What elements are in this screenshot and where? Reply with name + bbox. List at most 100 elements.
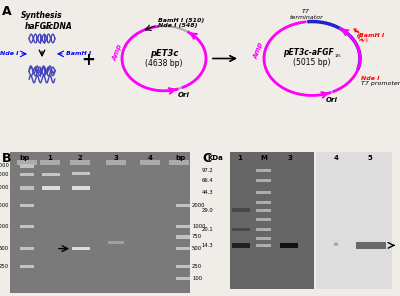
Text: T7
terminator: T7 terminator (289, 9, 323, 20)
FancyBboxPatch shape (256, 169, 271, 172)
Text: 250: 250 (0, 264, 9, 269)
Text: 500: 500 (0, 246, 9, 251)
Text: Nde I: Nde I (361, 76, 379, 81)
Text: 3: 3 (288, 155, 292, 161)
Text: Ori: Ori (326, 97, 338, 103)
Text: 10000: 10000 (0, 163, 9, 168)
Text: Synthesis: Synthesis (21, 11, 63, 20)
FancyBboxPatch shape (10, 152, 190, 293)
FancyBboxPatch shape (42, 173, 60, 176)
Text: 4: 4 (148, 155, 152, 161)
Text: C: C (202, 152, 211, 165)
FancyBboxPatch shape (230, 152, 314, 289)
Text: ₁₃₅: ₁₃₅ (362, 36, 369, 43)
Text: (5015 bp): (5015 bp) (293, 58, 331, 67)
Circle shape (334, 243, 338, 245)
Text: A: A (2, 5, 12, 18)
FancyBboxPatch shape (232, 244, 250, 247)
FancyBboxPatch shape (20, 173, 34, 176)
Text: BamH I (510): BamH I (510) (158, 17, 204, 22)
Text: 1: 1 (238, 155, 242, 161)
Text: 97.2: 97.2 (201, 168, 213, 173)
Text: T7 promoter: T7 promoter (361, 81, 400, 86)
FancyBboxPatch shape (176, 235, 190, 239)
FancyBboxPatch shape (20, 265, 34, 268)
Text: 1000: 1000 (0, 224, 9, 229)
FancyBboxPatch shape (256, 237, 271, 240)
Text: Nde I (548): Nde I (548) (158, 22, 198, 28)
Text: 2000: 2000 (0, 203, 9, 208)
FancyBboxPatch shape (256, 179, 271, 182)
Text: Ori: Ori (178, 92, 190, 98)
Text: 5: 5 (368, 155, 372, 161)
Text: +: + (81, 51, 95, 69)
Text: KDa: KDa (207, 155, 223, 161)
Text: 2: 2 (78, 155, 82, 161)
Text: bp: bp (19, 155, 29, 161)
FancyBboxPatch shape (176, 277, 190, 280)
FancyBboxPatch shape (106, 160, 126, 165)
FancyBboxPatch shape (176, 225, 190, 228)
Text: 4: 4 (334, 155, 338, 161)
Text: B: B (2, 152, 12, 165)
FancyBboxPatch shape (256, 191, 271, 194)
Text: pET3c: pET3c (150, 49, 178, 58)
FancyBboxPatch shape (72, 247, 90, 250)
FancyBboxPatch shape (169, 160, 189, 165)
FancyBboxPatch shape (356, 242, 386, 249)
FancyBboxPatch shape (20, 186, 34, 190)
Text: Amp: Amp (252, 41, 264, 60)
FancyBboxPatch shape (176, 204, 190, 207)
Text: aFGF: aFGF (351, 26, 364, 44)
Text: Amp: Amp (111, 43, 123, 62)
FancyBboxPatch shape (232, 243, 250, 248)
FancyBboxPatch shape (176, 247, 190, 250)
Text: 1000: 1000 (192, 224, 206, 229)
Text: 29.0: 29.0 (201, 208, 213, 213)
FancyBboxPatch shape (108, 241, 124, 244)
Text: 250: 250 (192, 264, 202, 269)
Text: 1: 1 (48, 155, 52, 161)
Text: 750: 750 (192, 234, 202, 239)
Text: BamH I: BamH I (66, 52, 91, 56)
FancyBboxPatch shape (176, 265, 190, 268)
Text: pET3c-aFGF: pET3c-aFGF (283, 48, 333, 57)
FancyBboxPatch shape (42, 186, 60, 190)
Text: 44.3: 44.3 (201, 190, 213, 195)
FancyBboxPatch shape (40, 160, 60, 165)
FancyBboxPatch shape (20, 247, 34, 250)
Text: cDNA: cDNA (46, 22, 72, 30)
FancyBboxPatch shape (72, 186, 90, 190)
Text: 4000: 4000 (0, 186, 9, 190)
Text: 100: 100 (192, 276, 202, 281)
FancyBboxPatch shape (256, 218, 271, 221)
FancyBboxPatch shape (256, 244, 271, 247)
Text: ₁₃₅: ₁₃₅ (43, 25, 50, 30)
Text: BamH I: BamH I (359, 33, 384, 38)
Text: 2000: 2000 (192, 203, 206, 208)
Text: bp: bp (175, 155, 185, 161)
FancyBboxPatch shape (20, 164, 34, 168)
Text: 66.4: 66.4 (201, 178, 213, 183)
FancyBboxPatch shape (140, 160, 160, 165)
Text: (4638 bp): (4638 bp) (145, 59, 183, 67)
Text: 7000: 7000 (0, 172, 9, 177)
FancyBboxPatch shape (232, 228, 250, 231)
FancyBboxPatch shape (280, 243, 298, 248)
Text: Nde I: Nde I (0, 52, 18, 56)
FancyBboxPatch shape (256, 201, 271, 204)
FancyBboxPatch shape (20, 225, 34, 228)
Text: 20.1: 20.1 (201, 227, 213, 232)
Text: 3: 3 (114, 155, 118, 161)
FancyBboxPatch shape (70, 160, 90, 165)
FancyBboxPatch shape (20, 204, 34, 207)
FancyBboxPatch shape (232, 208, 250, 212)
Text: 14.3: 14.3 (201, 243, 213, 248)
Text: haFGF: haFGF (25, 22, 52, 30)
Text: 500: 500 (192, 246, 202, 251)
Text: M: M (260, 155, 268, 161)
FancyBboxPatch shape (316, 152, 392, 289)
FancyBboxPatch shape (72, 172, 90, 175)
FancyBboxPatch shape (17, 160, 37, 165)
FancyBboxPatch shape (256, 209, 271, 212)
